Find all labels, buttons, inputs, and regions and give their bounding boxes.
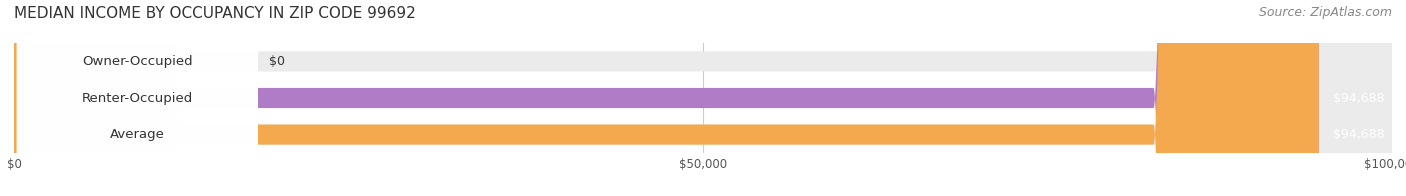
Text: Owner-Occupied: Owner-Occupied — [82, 55, 193, 68]
FancyBboxPatch shape — [14, 0, 1392, 196]
Text: MEDIAN INCOME BY OCCUPANCY IN ZIP CODE 99692: MEDIAN INCOME BY OCCUPANCY IN ZIP CODE 9… — [14, 6, 416, 21]
FancyBboxPatch shape — [14, 0, 1392, 196]
FancyBboxPatch shape — [17, 0, 257, 196]
FancyBboxPatch shape — [14, 0, 1319, 196]
Text: Average: Average — [110, 128, 165, 141]
FancyBboxPatch shape — [17, 0, 257, 196]
FancyBboxPatch shape — [14, 0, 1319, 196]
Text: $94,688: $94,688 — [1333, 128, 1385, 141]
Text: Source: ZipAtlas.com: Source: ZipAtlas.com — [1258, 6, 1392, 19]
Text: $94,688: $94,688 — [1333, 92, 1385, 104]
Text: $0: $0 — [269, 55, 285, 68]
Text: Renter-Occupied: Renter-Occupied — [82, 92, 193, 104]
FancyBboxPatch shape — [14, 0, 1392, 196]
FancyBboxPatch shape — [0, 0, 180, 196]
FancyBboxPatch shape — [17, 0, 257, 196]
